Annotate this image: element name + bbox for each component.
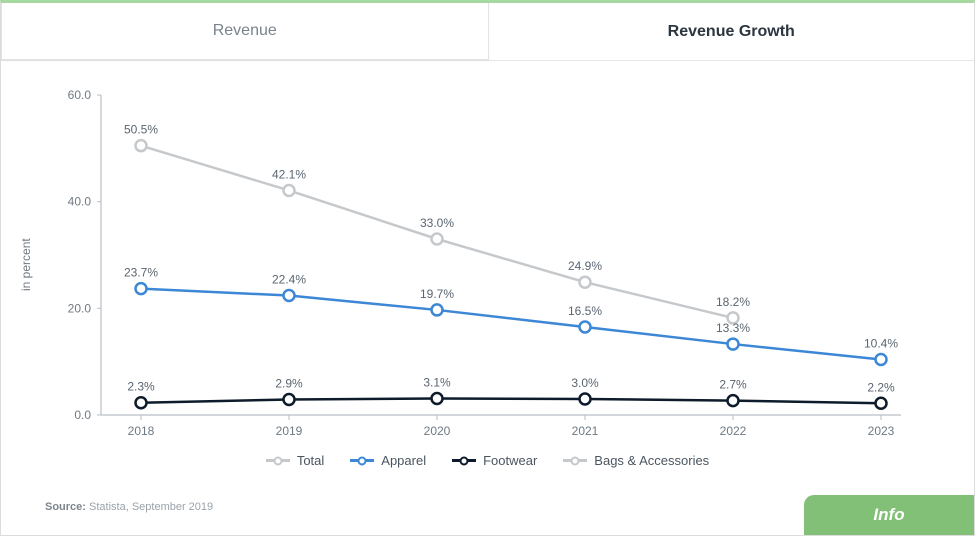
chart-area: in percent 0.0 20.0 40.0 60.0 2018 2019 2020 20…	[1, 61, 974, 468]
legend: Total Apparel Footwear Bags & Accessories	[31, 453, 944, 468]
svg-text:2020: 2020	[424, 424, 451, 438]
svg-text:2.7%: 2.7%	[719, 378, 747, 392]
svg-text:20.0: 20.0	[68, 301, 92, 315]
svg-text:2.3%: 2.3%	[127, 380, 155, 394]
svg-text:18.2%: 18.2%	[716, 295, 750, 309]
svg-text:60.0: 60.0	[68, 88, 92, 102]
svg-text:24.9%: 24.9%	[568, 259, 602, 273]
svg-text:2019: 2019	[276, 424, 303, 438]
line-chart: 0.0 20.0 40.0 60.0 2018 2019 2020 2021 2022 2023 5…	[31, 85, 931, 445]
tab-revenue[interactable]: Revenue	[1, 3, 489, 60]
legend-item[interactable]: Total	[266, 453, 324, 468]
svg-text:2.9%: 2.9%	[275, 377, 303, 391]
svg-text:2022: 2022	[720, 424, 747, 438]
svg-text:2.2%: 2.2%	[867, 380, 895, 394]
svg-text:16.5%: 16.5%	[568, 304, 602, 318]
legend-item[interactable]: Footwear	[452, 453, 537, 468]
svg-text:50.5%: 50.5%	[124, 123, 158, 137]
tabs: Revenue Revenue Growth	[1, 3, 974, 61]
y-axis-label: in percent	[19, 238, 33, 291]
legend-item[interactable]: Apparel	[350, 453, 426, 468]
svg-text:40.0: 40.0	[68, 195, 92, 209]
legend-label: Bags & Accessories	[594, 453, 709, 468]
svg-text:33.0%: 33.0%	[420, 216, 454, 230]
svg-text:0.0: 0.0	[74, 408, 91, 422]
tab-revenue-growth[interactable]: Revenue Growth	[489, 3, 975, 60]
svg-text:42.1%: 42.1%	[272, 167, 306, 181]
svg-text:3.0%: 3.0%	[571, 376, 599, 390]
svg-text:13.3%: 13.3%	[716, 321, 750, 335]
svg-text:10.4%: 10.4%	[864, 337, 898, 351]
svg-text:23.7%: 23.7%	[124, 266, 158, 280]
svg-text:3.1%: 3.1%	[423, 375, 451, 389]
legend-item[interactable]: Bags & Accessories	[563, 453, 709, 468]
svg-text:22.4%: 22.4%	[272, 273, 306, 287]
svg-text:19.7%: 19.7%	[420, 287, 454, 301]
svg-text:2021: 2021	[572, 424, 599, 438]
source-text: Source: Statista, September 2019	[45, 501, 213, 513]
svg-text:2023: 2023	[868, 424, 895, 438]
legend-label: Apparel	[381, 453, 426, 468]
svg-text:2018: 2018	[128, 424, 155, 438]
legend-label: Footwear	[483, 453, 537, 468]
legend-label: Total	[297, 453, 324, 468]
info-button[interactable]: Info	[804, 495, 974, 535]
